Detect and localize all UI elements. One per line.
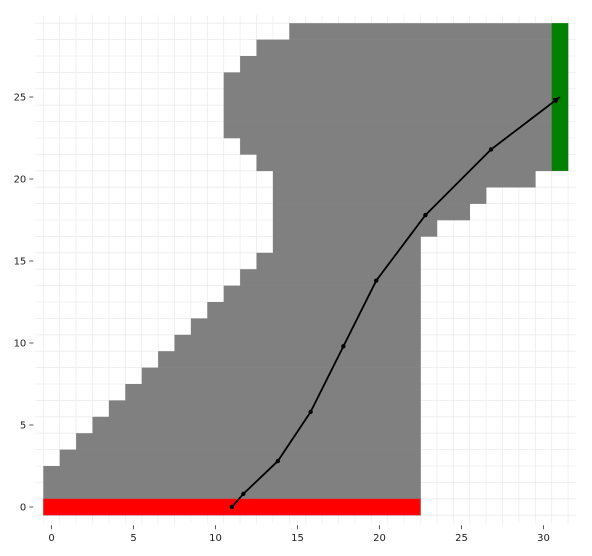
track-row (240, 56, 569, 73)
track-row (272, 236, 421, 254)
track-row (272, 220, 438, 237)
trajectory-point (275, 458, 281, 464)
trajectory-point (241, 491, 246, 497)
track-row (125, 384, 421, 401)
track-row (256, 39, 569, 57)
y-tick-label: 0 (20, 503, 26, 514)
track-row (223, 121, 569, 139)
track-row (240, 269, 421, 286)
y-tick-label: 20 (14, 175, 27, 186)
trajectory-point (374, 278, 379, 283)
y-tick-label: 5 (20, 421, 26, 432)
trajectory-point (229, 504, 235, 510)
track-row (158, 351, 421, 368)
track-row (223, 285, 421, 303)
y-tick-label: 10 (14, 339, 27, 350)
x-tick-label: 20 (373, 533, 386, 544)
x-tick-label: 15 (291, 533, 304, 544)
track-row (272, 187, 487, 204)
trajectory-point (308, 409, 313, 415)
trajectory-point (423, 212, 428, 218)
track-row (272, 203, 470, 221)
track-row (141, 367, 421, 385)
x-tick-label: 25 (455, 533, 468, 544)
x-axis: 0 5 10 15 20 25 30 (48, 525, 550, 544)
trajectory-arrowhead (552, 97, 560, 104)
x-tick-label: 5 (130, 533, 136, 544)
trajectory-point (341, 344, 346, 349)
track-row (92, 416, 421, 434)
car-trajectory (229, 96, 561, 510)
x-tick-label: 10 (209, 533, 222, 544)
track-row (223, 105, 569, 122)
track-row (256, 154, 569, 172)
track-row (223, 88, 569, 106)
track-row (256, 252, 421, 270)
x-tick-label: 0 (48, 533, 54, 544)
track-region (43, 23, 569, 516)
track-row (240, 138, 569, 155)
track-row (272, 170, 536, 188)
track-row (59, 449, 421, 467)
y-tick-label: 25 (14, 93, 27, 104)
track-row (190, 318, 421, 336)
track-row (43, 466, 421, 483)
track-row (223, 72, 569, 90)
x-tick-label: 30 (537, 533, 550, 544)
track-row (43, 482, 421, 500)
y-tick-label: 15 (14, 257, 27, 268)
track-row (207, 302, 421, 319)
trajectory-point (488, 147, 494, 152)
track-row (174, 334, 421, 352)
track-row (289, 23, 569, 40)
y-axis: 0 5 10 15 20 25 (14, 93, 34, 514)
track-row (108, 400, 421, 418)
track-row (76, 433, 421, 450)
